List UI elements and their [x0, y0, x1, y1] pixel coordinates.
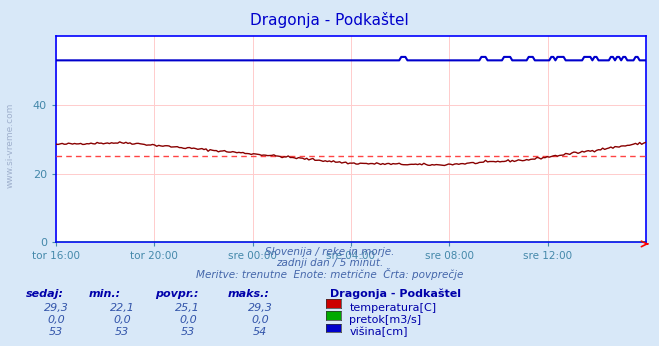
Text: 53: 53: [181, 327, 195, 337]
Text: povpr.:: povpr.:: [155, 289, 198, 299]
Text: sedaj:: sedaj:: [26, 289, 65, 299]
Text: 0,0: 0,0: [252, 315, 269, 325]
Text: Meritve: trenutne  Enote: metrične  Črta: povprečje: Meritve: trenutne Enote: metrične Črta: …: [196, 268, 463, 280]
Text: 0,0: 0,0: [179, 315, 196, 325]
Text: 25,1: 25,1: [175, 303, 200, 313]
Text: Dragonja - Podkaštel: Dragonja - Podkaštel: [250, 12, 409, 28]
Text: maks.:: maks.:: [227, 289, 270, 299]
Text: Slovenija / reke in morje.: Slovenija / reke in morje.: [265, 247, 394, 257]
Text: www.si-vreme.com: www.si-vreme.com: [5, 103, 14, 188]
Text: 29,3: 29,3: [43, 303, 69, 313]
Text: 53: 53: [115, 327, 129, 337]
Text: 54: 54: [253, 327, 268, 337]
Text: zadnji dan / 5 minut.: zadnji dan / 5 minut.: [276, 258, 383, 268]
Text: 22,1: 22,1: [109, 303, 134, 313]
Text: višina[cm]: višina[cm]: [349, 327, 408, 337]
Text: temperatura[C]: temperatura[C]: [349, 303, 436, 313]
Text: min.:: min.:: [89, 289, 121, 299]
Text: 29,3: 29,3: [248, 303, 273, 313]
Text: Dragonja - Podkaštel: Dragonja - Podkaštel: [330, 289, 461, 299]
Text: 53: 53: [49, 327, 63, 337]
Text: pretok[m3/s]: pretok[m3/s]: [349, 315, 421, 325]
Text: 0,0: 0,0: [113, 315, 130, 325]
Text: 0,0: 0,0: [47, 315, 65, 325]
